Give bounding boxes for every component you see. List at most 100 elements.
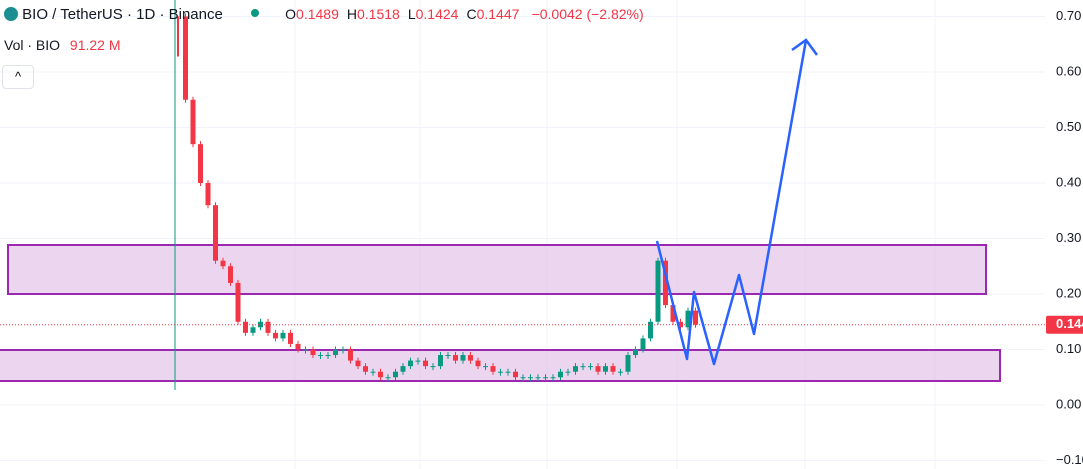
candle — [355, 360, 361, 367]
candle — [693, 310, 698, 325]
price-axis-bg — [1046, 0, 1083, 469]
candle — [505, 371, 511, 373]
y-tick-label: 0.30 — [1056, 230, 1081, 245]
candle — [633, 349, 638, 356]
ohlc-key: H — [346, 6, 357, 22]
candle — [393, 371, 398, 378]
candle — [408, 360, 413, 367]
candle — [513, 371, 518, 378]
y-tick-label: 0.60 — [1056, 63, 1081, 78]
forecast-arrow — [791, 38, 819, 56]
candle — [595, 366, 601, 372]
ohlc-value: 0.1518 — [357, 6, 400, 22]
ohlc-value: 0.1489 — [296, 6, 339, 22]
v-grid — [294, 0, 936, 469]
status-dot — [250, 9, 259, 17]
candle — [625, 355, 631, 372]
candle — [303, 349, 308, 351]
y-tick-label: 0.10 — [1056, 341, 1081, 356]
ohlc-value: 0.1447 — [476, 6, 520, 22]
candle — [580, 366, 586, 368]
candle — [610, 366, 616, 372]
y-tick-label: −0.10 — [1056, 452, 1083, 467]
candle — [220, 260, 226, 267]
collapse-button[interactable]: ^ — [2, 65, 34, 89]
y-tick-label: 0.70 — [1056, 8, 1081, 23]
candle — [400, 366, 406, 372]
support-zone[interactable] — [0, 349, 1001, 382]
ohlc-key: C — [466, 6, 477, 22]
ohlc-key: L — [407, 6, 416, 22]
y-tick-label: 0.00 — [1056, 396, 1081, 411]
candle — [535, 377, 541, 379]
candle — [430, 366, 436, 368]
candle — [663, 260, 668, 306]
candle — [685, 310, 691, 328]
candle — [558, 371, 563, 378]
candle — [588, 366, 593, 368]
candle — [498, 371, 503, 373]
candle — [250, 327, 256, 333]
candle — [670, 305, 676, 322]
candle — [190, 99, 196, 145]
y-tick-label: 0.50 — [1056, 119, 1081, 134]
candle — [288, 332, 293, 344]
candle — [543, 377, 548, 379]
candle — [618, 371, 623, 373]
candle — [520, 377, 526, 379]
candle — [235, 282, 241, 322]
ohlc-value: 0.1424 — [415, 6, 459, 22]
candle — [603, 366, 608, 372]
candle — [325, 355, 331, 357]
candle — [438, 355, 443, 367]
candle — [333, 349, 338, 356]
candle — [483, 366, 488, 368]
ohlc-key: O — [285, 6, 297, 22]
candle — [243, 321, 248, 333]
y-tick-label: 0.20 — [1056, 285, 1081, 300]
resistance-zone[interactable] — [7, 244, 987, 295]
candle — [423, 360, 428, 367]
candle — [183, 16, 188, 100]
candle — [258, 321, 263, 328]
candle — [370, 371, 376, 373]
symbol-row: BIO / TetherUS · 1D · Binance O0.1489 H0.… — [4, 6, 644, 23]
candle — [205, 183, 211, 206]
change: −0.0042 (−2.82%) — [531, 6, 644, 22]
candle — [318, 355, 323, 357]
candle — [453, 355, 458, 361]
candle — [198, 144, 203, 183]
volume-value: 91.22 M — [69, 37, 121, 53]
candle — [310, 349, 316, 356]
candle — [490, 366, 496, 372]
candle — [678, 321, 683, 328]
volume-label: Vol · BIO — [4, 37, 61, 53]
symbol[interactable]: BIO / TetherUS · 1D · Binance — [22, 6, 223, 23]
last-price-tag — [1046, 315, 1083, 334]
candle — [460, 355, 466, 361]
candle — [295, 343, 301, 350]
candle — [445, 355, 451, 357]
candle — [378, 371, 383, 378]
candle — [265, 321, 271, 333]
candle — [655, 260, 661, 322]
candle — [340, 349, 346, 351]
candle — [565, 371, 571, 373]
candle — [550, 377, 556, 379]
candle — [228, 266, 233, 283]
forecast-path[interactable] — [655, 39, 808, 366]
candle — [640, 338, 646, 350]
candle — [280, 332, 286, 339]
candle — [573, 366, 578, 372]
candle — [528, 377, 533, 379]
symbol-icon — [4, 7, 18, 21]
candle — [348, 349, 353, 361]
candle — [213, 205, 218, 261]
candle — [475, 360, 481, 367]
candle — [363, 366, 368, 372]
last-price-label: 0.1447 — [1056, 316, 1083, 331]
candle — [415, 360, 421, 362]
y-tick-label: 0.40 — [1056, 174, 1081, 189]
